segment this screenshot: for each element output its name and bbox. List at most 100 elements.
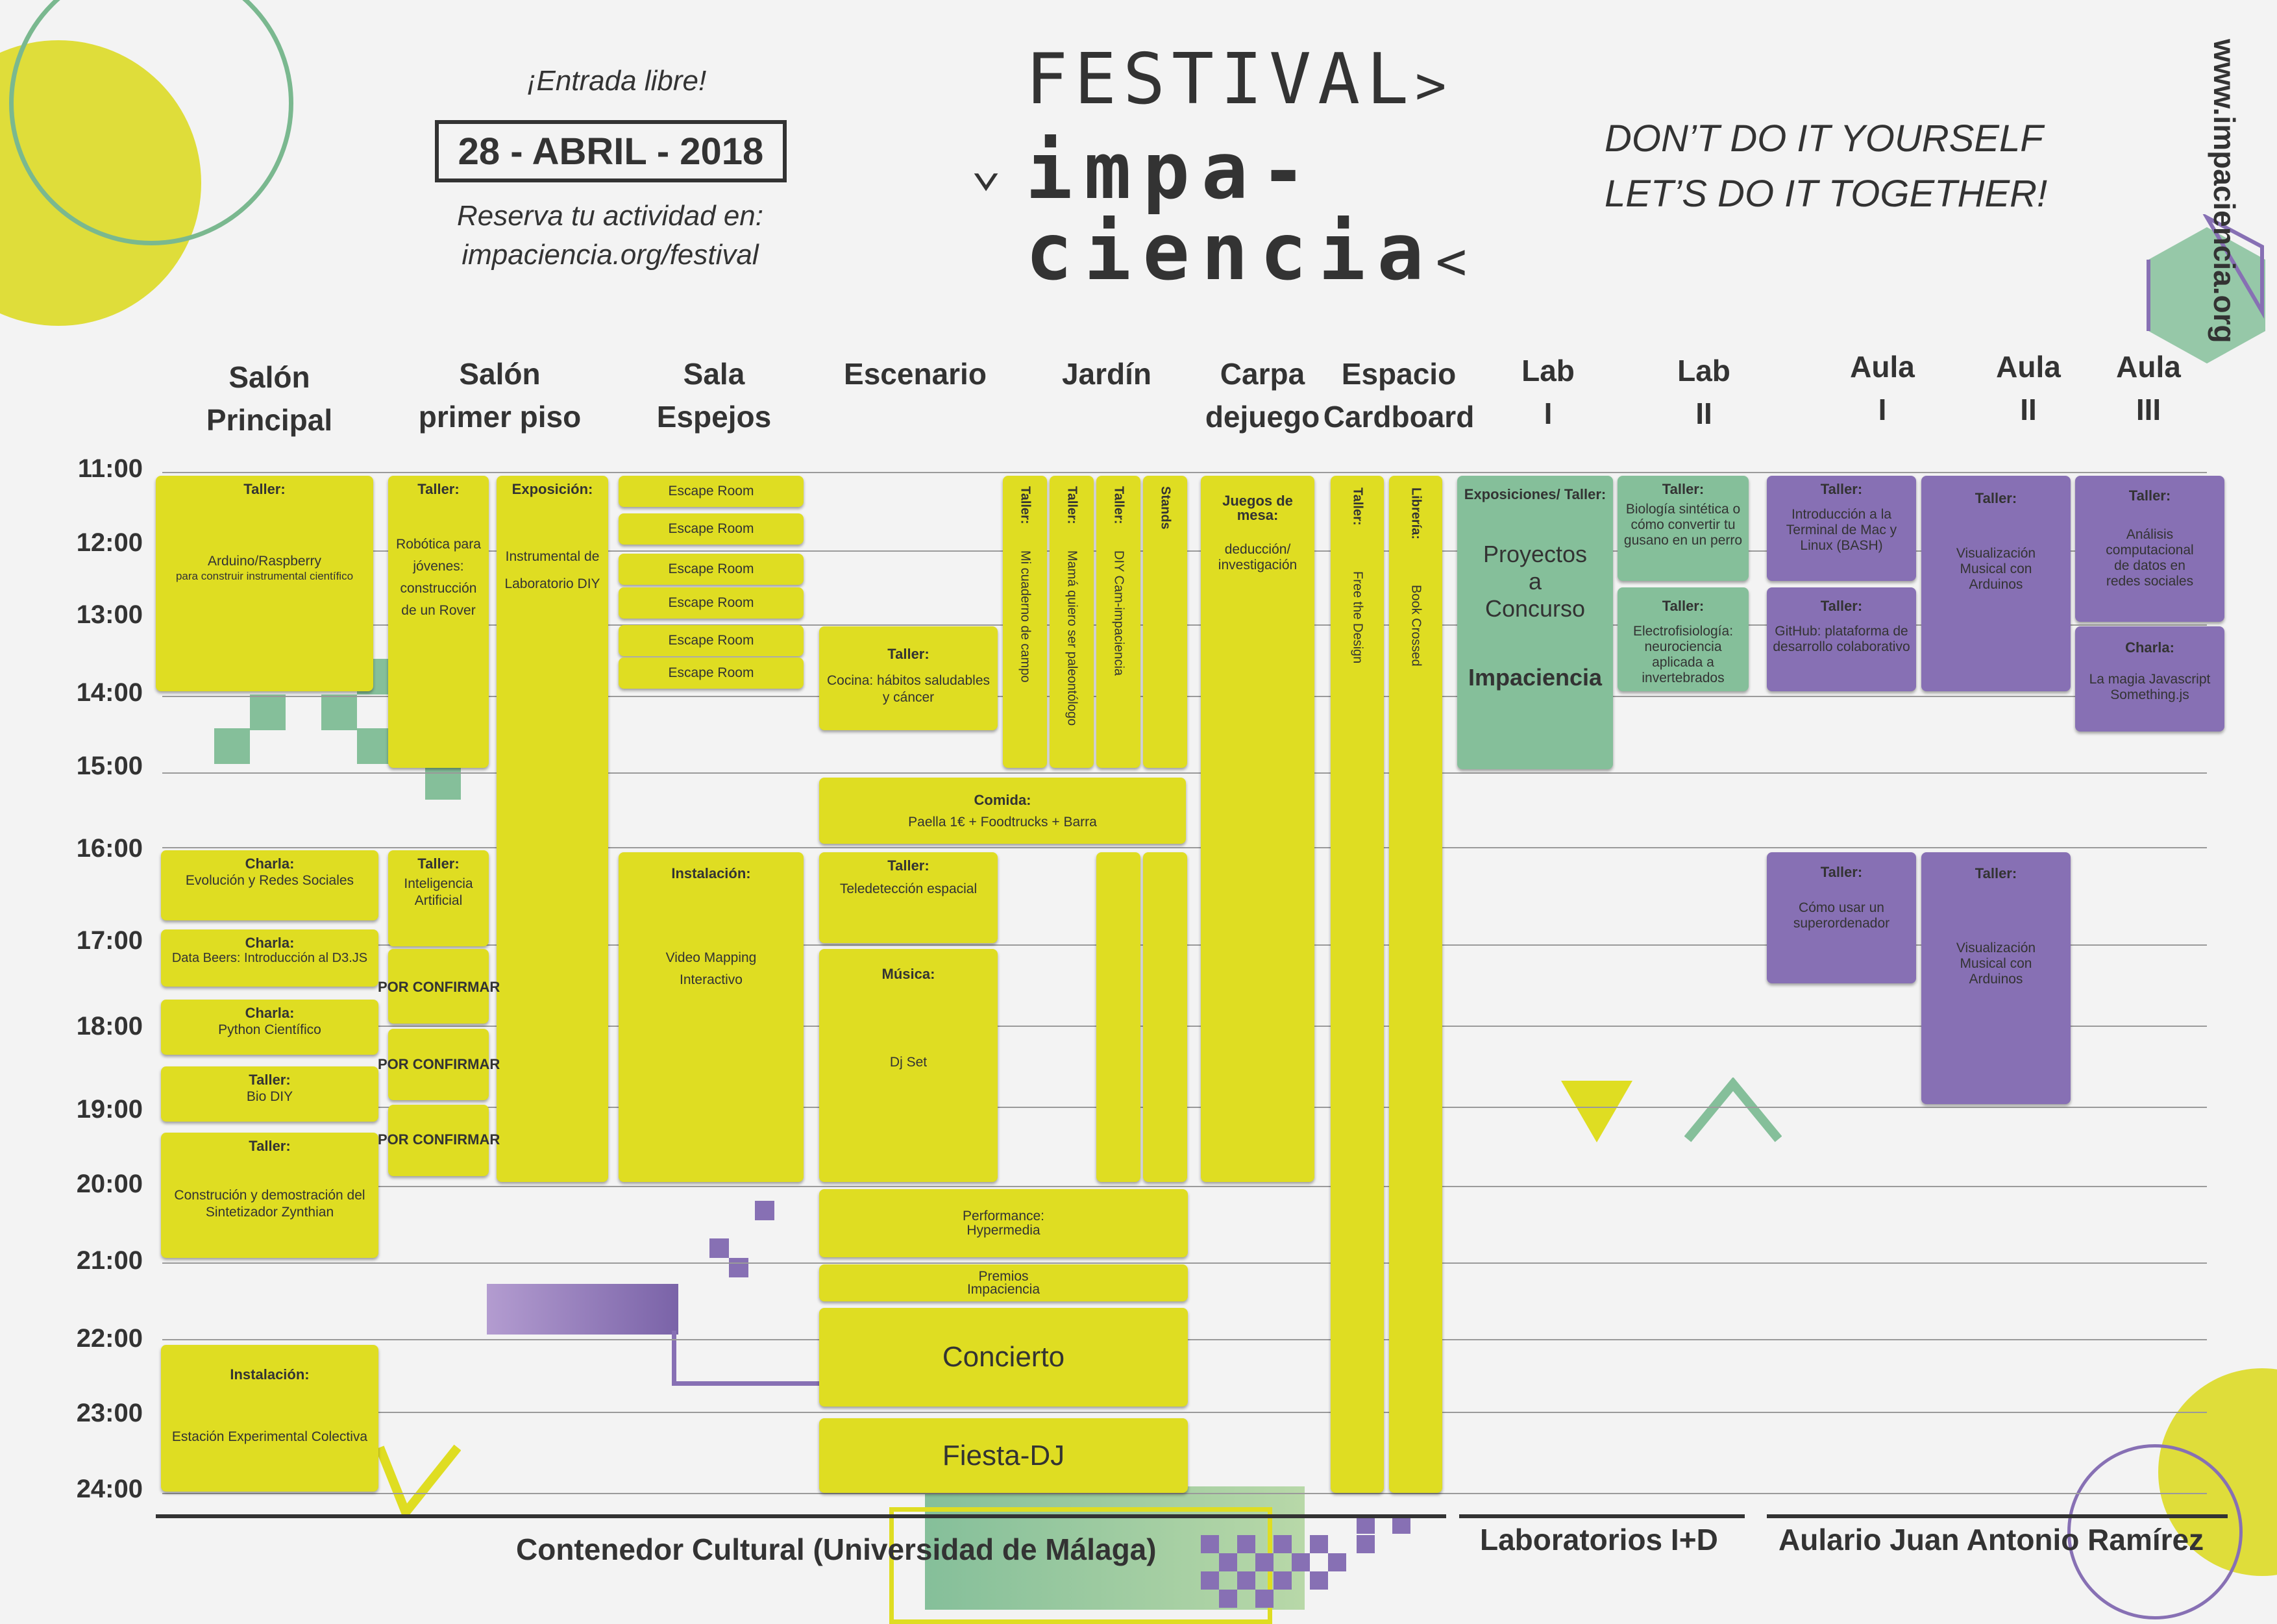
event-estacion[interactable]: Instalación: Estación Experimental Colec… — [161, 1345, 378, 1492]
col-aula-1: Aula I — [1850, 350, 1915, 426]
grid-line — [162, 772, 2207, 774]
pixel-square — [709, 1238, 729, 1258]
event-teledeteccion[interactable]: Taller: Teledetección espacial — [819, 852, 998, 943]
event-premios[interactable]: Premios Impaciencia — [819, 1264, 1188, 1301]
event-fiesta[interactable]: Fiesta-DJ — [819, 1418, 1188, 1493]
pixel-square — [357, 728, 389, 764]
col-escenario: Escenario — [844, 357, 987, 391]
event-electrofisiologia[interactable]: Taller: Electrofisiología: neurociencia … — [1618, 587, 1749, 691]
time-label: 18:00 — [76, 1012, 143, 1040]
time-label: 12:00 — [76, 528, 143, 557]
slogan-line-2: LET’S DO IT TOGETHER! — [1605, 173, 2048, 215]
time-label: 23:00 — [76, 1399, 143, 1427]
event-instrumental[interactable]: Exposición: Instrumental de Laboratorio … — [497, 476, 608, 1182]
event-mama[interactable]: Taller: Mamá quiero ser paleontólogo — [1050, 476, 1094, 768]
event-robotica[interactable]: Taller: Robótica para jóvenes: construcc… — [388, 476, 489, 768]
por-confirmar-2: POR CONFIRMAR — [378, 1056, 500, 1072]
footer-contenedor: Contenedor Cultural (Universidad de Mála… — [516, 1532, 1157, 1566]
grid-line — [162, 1262, 2207, 1264]
event-escape-room[interactable]: Escape Room — [619, 658, 804, 689]
event-por-confirmar-3[interactable] — [388, 1105, 489, 1176]
footer-aulario: Aulario Juan Antonio Ramírez — [1779, 1523, 2204, 1556]
time-label: 16:00 — [76, 834, 143, 863]
event-terminal[interactable]: Taller: Introducción a la Terminal de Ma… — [1767, 476, 1916, 581]
yellow-triangle-icon — [1561, 1081, 1632, 1142]
por-confirmar-3: POR CONFIRMAR — [378, 1131, 500, 1148]
pixel-square — [321, 695, 357, 730]
event-free-design[interactable]: Taller: Free the Design — [1331, 476, 1384, 1493]
col-sala-espejos: Sala Espejos — [656, 357, 772, 434]
event-proyectos[interactable]: Exposiciones/ Taller: Proyectos a Concur… — [1457, 476, 1613, 769]
event-por-confirmar-1[interactable] — [388, 949, 489, 1024]
reserva-url[interactable]: impaciencia.org/festival — [462, 239, 759, 271]
event-arduino[interactable]: Taller: Arduino/Raspberry para construir… — [156, 476, 373, 691]
col-aula-3: Aula III — [2116, 350, 2181, 426]
event-por-confirmar-2[interactable] — [388, 1029, 489, 1100]
event-escape-room[interactable]: Escape Room — [619, 513, 804, 545]
event-python[interactable]: Charla: Python Científico — [161, 1000, 378, 1055]
col-salon-principal: Salón Principal — [206, 360, 333, 437]
festival-title: FESTIVAL> — [1026, 39, 1453, 120]
col-aula-2: Aula II — [1996, 350, 2061, 426]
reserva-text: Reserva tu actividad en: — [456, 200, 764, 232]
event-biodiy[interactable]: Taller: Bio DIY — [161, 1066, 378, 1122]
event-performance[interactable]: Performance: Hypermedia — [819, 1189, 1188, 1257]
event-ia[interactable]: Taller: Inteligencia Artificial — [388, 850, 489, 946]
gt-glyph: > — [1415, 55, 1453, 116]
yellow-check-icon — [376, 1444, 461, 1516]
event-cam-cont[interactable] — [1096, 852, 1140, 1182]
pixel-square — [214, 728, 250, 764]
date-box: 28 - ABRIL - 2018 — [435, 120, 787, 182]
event-escape-room[interactable]: Escape Room — [619, 476, 804, 507]
event-concierto[interactable]: Concierto — [819, 1308, 1188, 1407]
event-visualizacion-2[interactable]: Taller: Visualización Musical con Arduin… — [1921, 852, 2071, 1104]
chevron-down-icon: ⌄ — [970, 136, 1002, 197]
col-lab-2: Lab II — [1677, 354, 1730, 430]
event-escape-room[interactable]: Escape Room — [619, 554, 804, 585]
event-stands-cont[interactable] — [1143, 852, 1187, 1182]
green-ring-top-left — [9, 0, 293, 245]
pixel-square — [755, 1201, 774, 1220]
grid-line — [162, 847, 2207, 848]
event-paella[interactable]: Comida: Paella 1€ + Foodtrucks + Barra — [819, 778, 1186, 844]
event-superordenador[interactable]: Taller: Cómo usar un superordenador — [1767, 852, 1916, 983]
event-escape-room[interactable]: Escape Room — [619, 587, 804, 619]
ciencia-word: ciencia — [1026, 208, 1436, 298]
footer-line-contenedor — [156, 1514, 1446, 1518]
event-book-crossed[interactable]: Librería: Book Crossed — [1389, 476, 1442, 1493]
website-vertical[interactable]: www.impaciencia.org — [2208, 39, 2241, 343]
event-video-mapping[interactable]: Instalación: Video Mapping Interactivo — [619, 852, 804, 1182]
event-stands[interactable]: Stands — [1143, 476, 1187, 768]
event-juegos-mesa[interactable]: Juegos de mesa: deducción/ investigación — [1201, 476, 1314, 1182]
time-label: 21:00 — [76, 1246, 143, 1275]
pixel-square — [250, 695, 286, 730]
pixel-checker-pattern — [1201, 1516, 1410, 1608]
time-label: 14:00 — [76, 678, 143, 707]
event-sintetizador[interactable]: Taller: Construción y demostración del S… — [161, 1133, 378, 1258]
event-analisis[interactable]: Taller: Análisis computacional de datos … — [2075, 476, 2224, 622]
event-cam[interactable]: Taller: DIY Cam-impaciencia — [1096, 476, 1140, 768]
time-label: 11:00 — [77, 454, 143, 483]
festival-word: FESTIVAL — [1026, 39, 1416, 120]
grid-line — [162, 1493, 2207, 1494]
col-lab-1: Lab I — [1521, 354, 1575, 430]
pixel-square — [729, 1258, 748, 1277]
event-databeers[interactable]: Charla: Data Beers: Introducción al D3.J… — [161, 929, 378, 987]
event-djset[interactable]: Música: Dj Set — [819, 949, 998, 1182]
grid-line — [162, 1412, 2207, 1413]
event-magia-js[interactable]: Charla: La magia Javascript Something.js — [2075, 626, 2224, 732]
event-evolucion[interactable]: Charla: Evolución y Redes Sociales — [161, 850, 378, 920]
por-confirmar-1: POR CONFIRMAR — [378, 979, 500, 995]
time-label: 22:00 — [76, 1324, 143, 1353]
ciencia-title: ciencia< — [1026, 208, 1479, 298]
grid-line — [162, 472, 2207, 473]
entrada-libre: ¡Entrada libre! — [526, 65, 707, 97]
event-visualizacion-1[interactable]: Taller: Visualización Musical con Arduin… — [1921, 476, 2071, 691]
time-label: 20:00 — [76, 1170, 143, 1198]
event-biologia[interactable]: Taller: Biología sintética o cómo conver… — [1618, 476, 1749, 581]
event-cocina[interactable]: Taller: Cocina: hábitos saludables y cán… — [819, 626, 998, 730]
impa-word: impa- — [1026, 127, 1319, 217]
event-github[interactable]: Taller: GitHub: plataforma de desarrollo… — [1767, 587, 1916, 691]
event-escape-room[interactable]: Escape Room — [619, 625, 804, 656]
event-cuaderno[interactable]: Taller: Mi cuaderno de campo — [1003, 476, 1047, 768]
